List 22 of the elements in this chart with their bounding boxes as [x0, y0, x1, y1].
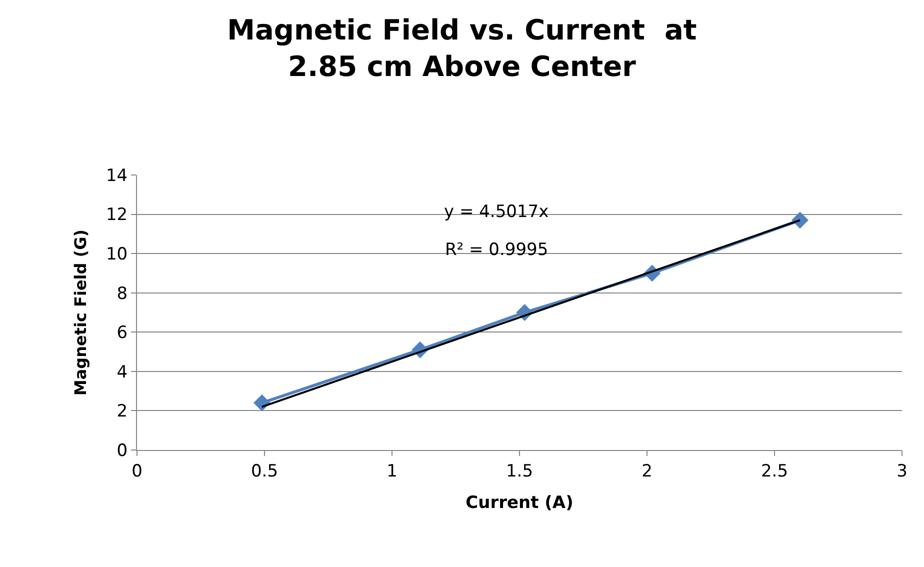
y-tick-label: 4 — [116, 362, 128, 382]
annotation: y = 4.5017x — [444, 202, 549, 222]
x-tick-label: 0 — [132, 461, 142, 482]
y-tick-label: 12 — [106, 205, 128, 226]
x-tick-label: 3 — [896, 461, 908, 482]
annotation: R² = 0.9995 — [445, 240, 548, 260]
x-tick-label: 1.5 — [506, 461, 534, 482]
y-tick-label: 10 — [106, 244, 128, 265]
y-tick-label: 8 — [116, 284, 128, 304]
x-tick-label: 1 — [386, 461, 398, 482]
y-tick-label: 2 — [116, 402, 128, 422]
point — [792, 212, 808, 229]
y-tick-label: 14 — [106, 166, 128, 186]
y-tick-label: 0 — [116, 440, 128, 461]
point — [254, 394, 270, 412]
x-tick-label: 0.5 — [250, 461, 278, 482]
x-tick-label: 2 — [642, 461, 652, 482]
y-axis-title: Magnetic Field (G) — [70, 229, 90, 396]
x-axis-title: Current (A) — [466, 492, 574, 513]
x-tick-label: 2.5 — [760, 461, 788, 482]
y-tick-label: 6 — [116, 323, 128, 344]
chart-title: Magnetic Field vs. Current at 2.85 cm Above Center — [227, 14, 697, 84]
